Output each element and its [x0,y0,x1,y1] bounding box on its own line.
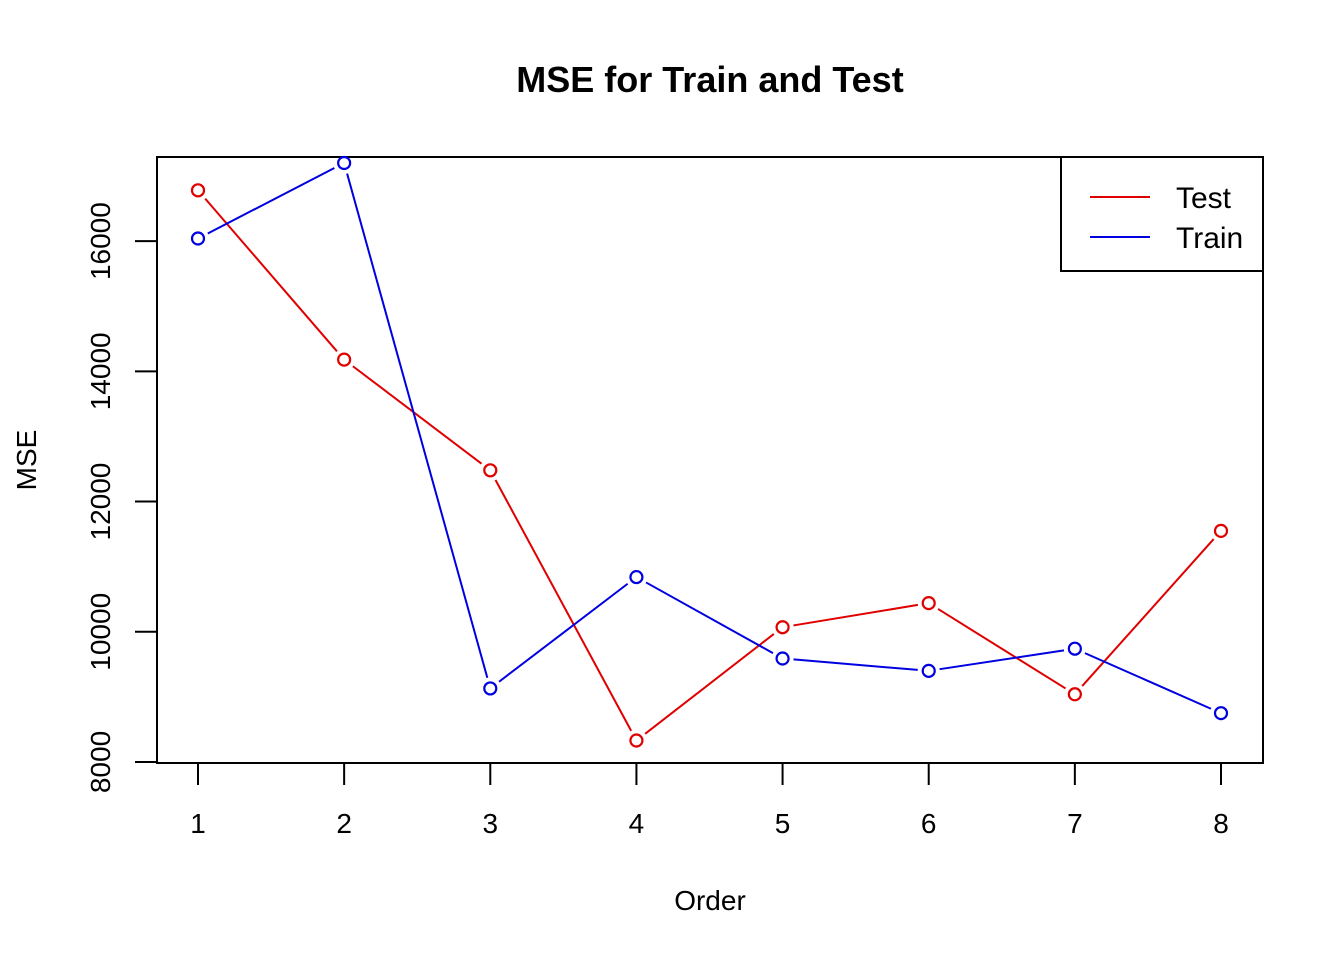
data-point [483,463,498,478]
series-line-segment [1081,538,1215,687]
data-point [1067,641,1082,656]
x-tick-label: 2 [336,808,352,839]
chart-title: MSE for Train and Test [516,59,903,100]
data-point [629,733,644,748]
legend-label-test: Test [1176,182,1232,215]
data-point [1067,687,1082,702]
series-line-segment [346,173,489,679]
x-tick-label: 1 [190,808,206,839]
y-tick-label: 8000 [85,731,116,793]
series-line-segment [644,633,775,735]
legend-box [1060,156,1264,272]
x-axis: 1 2 3 4 5 6 7 8 [190,762,1229,839]
series-layer [190,155,1229,748]
y-axis-label: MSE [11,430,42,491]
data-point [337,352,352,367]
series-line-segment [793,658,918,671]
data-point [483,681,498,696]
data-point [775,651,790,666]
y-tick-label: 16000 [85,202,116,280]
data-point [921,596,936,611]
series-line-segment [937,608,1067,690]
data-point [337,155,352,171]
y-tick-label: 14000 [85,332,116,410]
x-tick-label: 6 [921,808,937,839]
legend: Test Train [1060,156,1264,272]
series-line-segment [204,197,338,352]
y-tick-label: 12000 [85,463,116,541]
series-line-segment [939,649,1065,671]
series-line-segment [207,167,335,235]
series-line-segment [498,582,629,683]
series-line-segment [494,479,633,732]
data-point [629,569,644,585]
series-line-segment [645,581,774,654]
data-point [1213,523,1229,538]
data-point [1213,706,1229,721]
x-tick-label: 7 [1067,808,1083,839]
data-point [190,231,206,246]
x-tick-label: 3 [482,808,498,839]
data-point [921,663,936,678]
legend-label-train: Train [1176,222,1243,255]
x-tick-label: 4 [629,808,645,839]
series-train [190,155,1229,721]
data-point [775,620,790,635]
y-tick-label: 10000 [85,593,116,671]
data-point [190,183,206,198]
series-line-segment [352,365,483,465]
series-line-segment [1084,652,1212,710]
x-axis-label: Order [674,885,746,916]
x-tick-label: 8 [1213,808,1229,839]
series-line-segment [793,603,919,627]
y-axis: 8000 10000 12000 14000 16000 [85,202,158,793]
x-tick-label: 5 [775,808,791,839]
